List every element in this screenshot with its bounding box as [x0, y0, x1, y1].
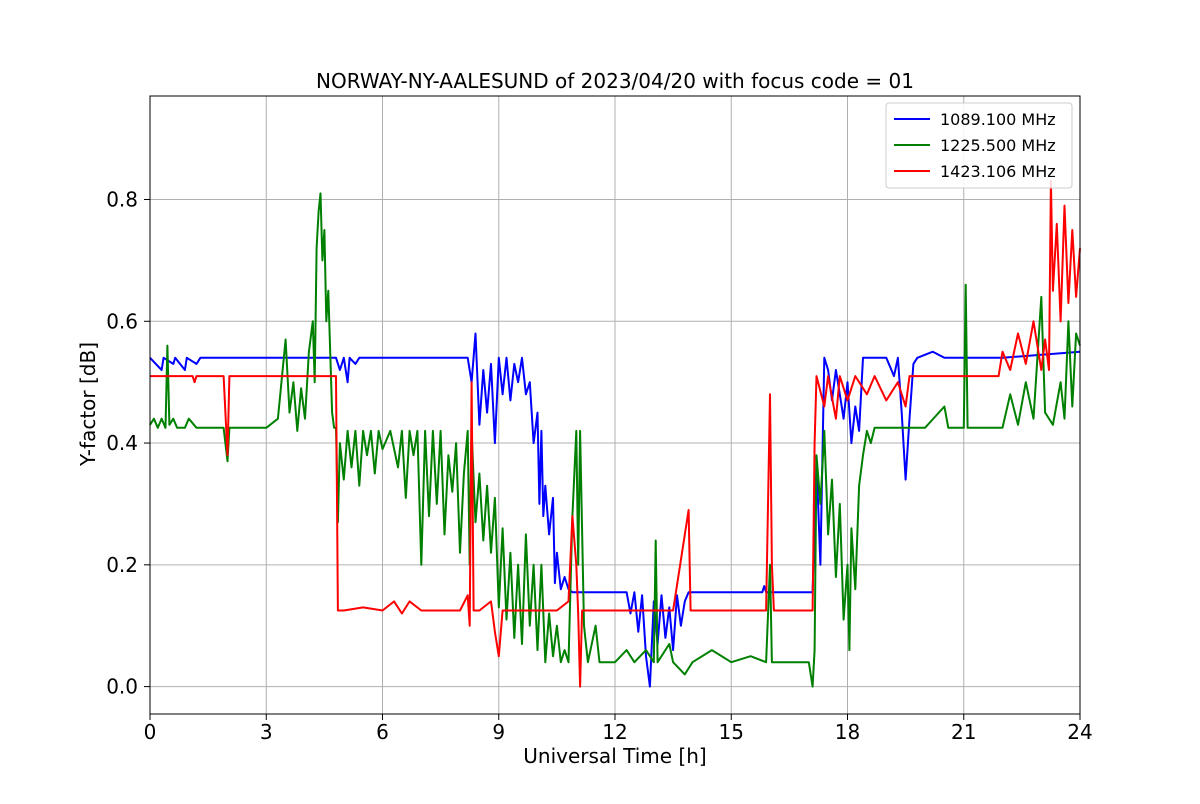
- legend-label: 1423.106 MHz: [940, 162, 1056, 181]
- x-tick-label: 6: [376, 720, 389, 744]
- legend-label: 1225.500 MHz: [940, 136, 1056, 155]
- x-tick-label: 12: [602, 720, 627, 744]
- x-tick-label: 21: [951, 720, 976, 744]
- x-axis-label: Universal Time [h]: [523, 744, 706, 768]
- series-line: [149, 192, 1081, 688]
- x-tick-label: 24: [1067, 720, 1092, 744]
- y-tick-label: 0.0: [106, 675, 138, 699]
- y-tick-label: 0.4: [106, 431, 138, 455]
- y-tick-label: 0.2: [106, 553, 138, 577]
- y-tick-label: 0.6: [106, 309, 138, 333]
- x-tick-label: 18: [835, 720, 860, 744]
- series-line: [150, 180, 1081, 688]
- legend-label: 1089.100 MHz: [940, 110, 1056, 129]
- data-series-group: [149, 180, 1081, 688]
- axis-ticks: 0 3 6 9 12 15 18 21 24 0.0 0.2 0.4 0.6 0.8: [106, 188, 1093, 744]
- y-tick-label: 0.8: [106, 188, 138, 212]
- x-tick-label: 15: [719, 720, 744, 744]
- y-axis-label: Y-factor [dB]: [76, 342, 100, 467]
- legend: 1089.100 MHz 1225.500 MHz 1423.106 MHz: [885, 102, 1073, 189]
- x-tick-label: 3: [260, 720, 273, 744]
- x-tick-label: 0: [144, 720, 157, 744]
- legend-box: [885, 102, 1073, 189]
- chart-title: NORWAY-NY-AALESUND of 2023/04/20 with fo…: [316, 69, 914, 93]
- x-tick-label: 9: [492, 720, 505, 744]
